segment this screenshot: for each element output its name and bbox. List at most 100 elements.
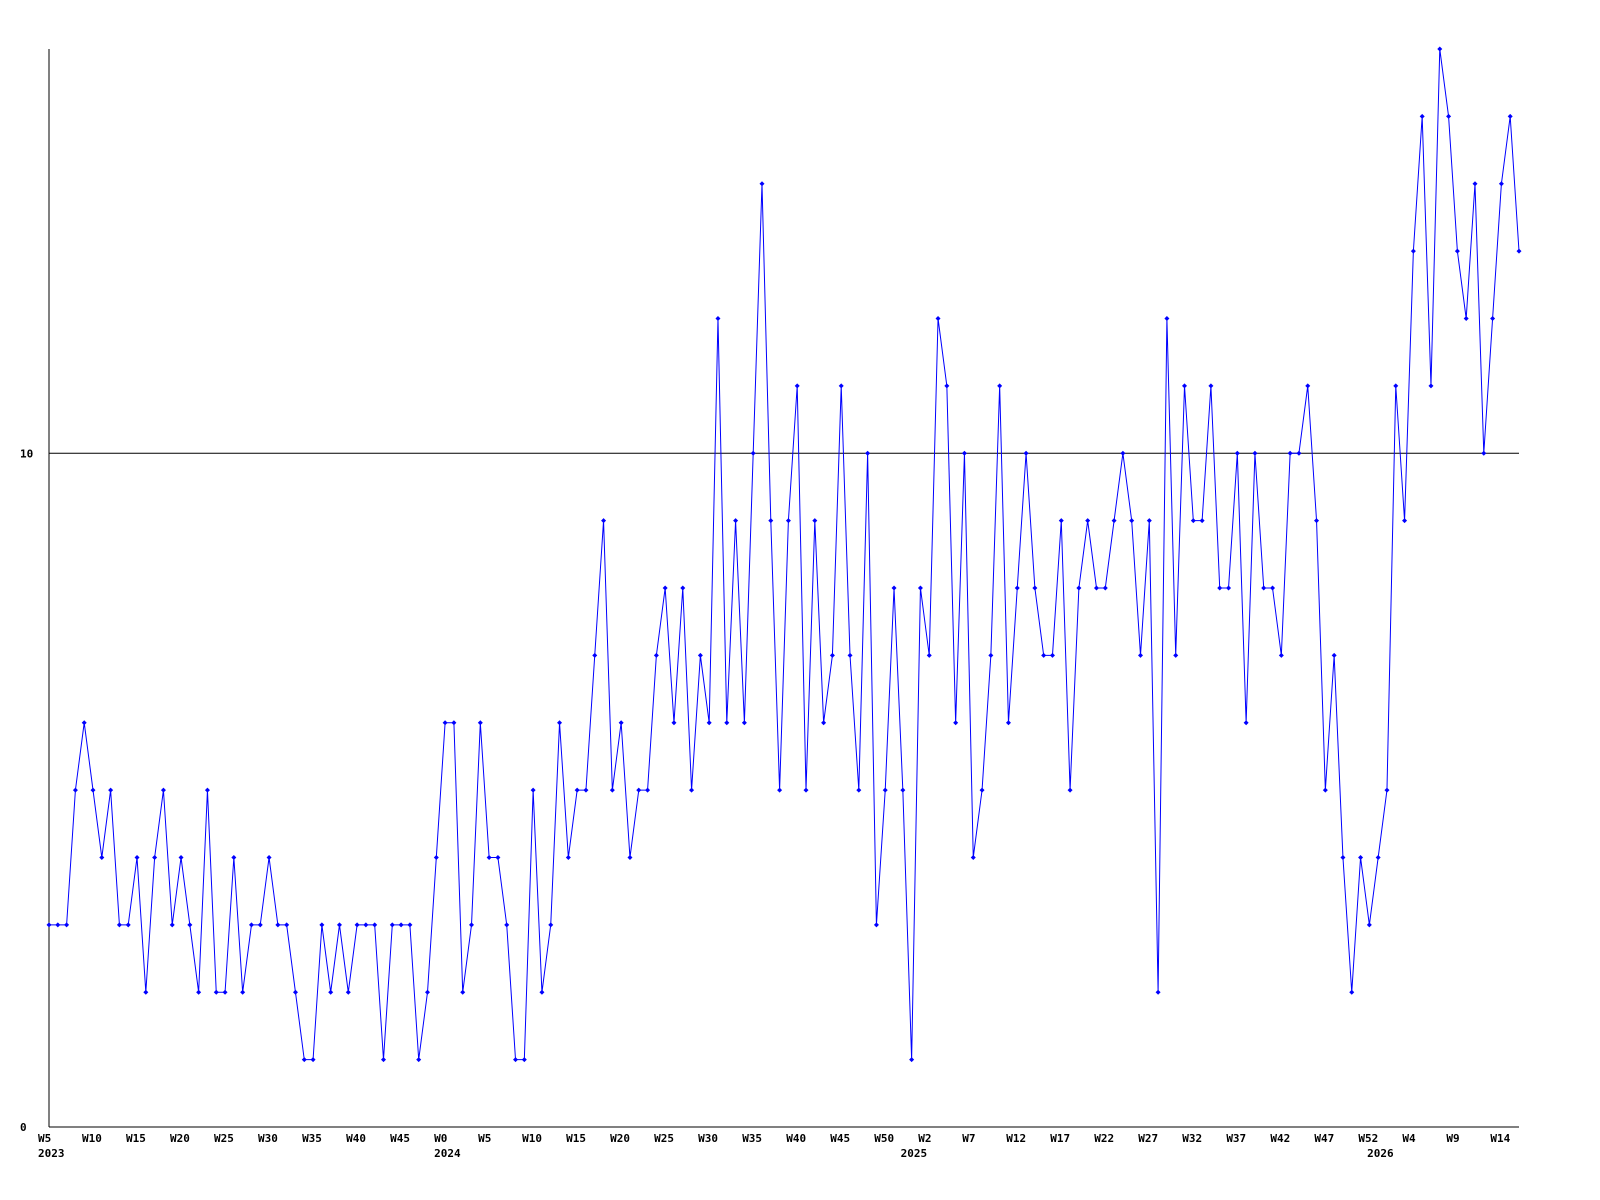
data-point <box>81 720 87 726</box>
data-point <box>1120 450 1126 456</box>
data-point <box>1076 585 1082 591</box>
data-point <box>838 383 844 389</box>
data-point <box>1182 383 1188 389</box>
data-point <box>231 855 237 860</box>
data-point <box>794 383 800 389</box>
data-point <box>460 989 466 995</box>
data-point <box>873 922 879 928</box>
data-point <box>1446 113 1452 119</box>
data-point <box>601 518 607 524</box>
data-point <box>248 922 254 928</box>
data-point <box>1437 46 1443 52</box>
data-point <box>1481 450 1487 456</box>
data-point <box>240 989 246 995</box>
data-point <box>442 720 448 726</box>
data-point <box>310 1057 316 1063</box>
data-point <box>865 450 871 456</box>
x-tick-label: W4 <box>1402 1132 1416 1145</box>
data-point <box>891 585 897 591</box>
data-point <box>1217 585 1223 591</box>
x-year-label: 2026 <box>1367 1147 1394 1160</box>
data-point <box>1305 383 1311 389</box>
data-point <box>46 922 52 928</box>
data-point <box>1032 585 1038 591</box>
data-point <box>697 652 703 658</box>
data-point <box>618 720 624 726</box>
data-line <box>49 48 1520 1061</box>
data-point <box>257 922 263 928</box>
data-point <box>451 720 457 726</box>
data-point <box>909 1057 915 1063</box>
data-point <box>222 989 228 995</box>
data-point <box>785 518 791 524</box>
x-tick-label: W15 <box>566 1132 586 1145</box>
data-point <box>1111 518 1117 524</box>
data-point <box>213 989 219 995</box>
x-tick-label: W5 <box>478 1132 491 1145</box>
data-point <box>1085 518 1091 524</box>
data-point <box>1296 450 1302 456</box>
x-tick-label: W35 <box>302 1132 322 1145</box>
data-point <box>134 855 140 860</box>
x-tick-label: W50 <box>874 1132 894 1145</box>
x-tick-label: W37 <box>1226 1132 1246 1145</box>
data-point <box>1384 787 1390 793</box>
data-point <box>284 922 290 928</box>
data-point <box>125 922 131 928</box>
data-point <box>90 787 96 793</box>
data-point <box>1137 652 1143 658</box>
data-point <box>292 989 298 995</box>
data-point <box>539 989 545 995</box>
data-point <box>513 1057 519 1063</box>
data-point <box>988 652 994 658</box>
data-point <box>1243 720 1249 726</box>
data-point <box>1014 585 1020 591</box>
x-tick-label: W12 <box>1006 1132 1026 1145</box>
x-tick-label: W45 <box>390 1132 410 1145</box>
data-point <box>169 922 175 928</box>
data-point <box>1041 652 1047 658</box>
data-point <box>1164 316 1170 321</box>
data-point <box>187 922 193 928</box>
data-point <box>741 720 747 726</box>
data-point <box>504 922 510 928</box>
x-tick-label: W40 <box>786 1132 806 1145</box>
data-point <box>1410 248 1416 254</box>
data-point <box>1208 383 1214 389</box>
y-tick-label: 0 <box>20 1121 27 1134</box>
data-point <box>1419 113 1425 119</box>
data-point <box>1226 585 1232 591</box>
data-point <box>372 922 378 928</box>
data-point <box>486 855 492 860</box>
data-point <box>1393 383 1399 389</box>
data-point <box>1261 585 1267 591</box>
data-point <box>724 720 730 726</box>
data-point <box>777 787 783 793</box>
x-tick-label: W30 <box>698 1132 718 1145</box>
data-point <box>689 787 695 793</box>
data-point <box>1472 181 1478 187</box>
data-point <box>416 1057 422 1063</box>
data-point <box>565 855 571 860</box>
data-point <box>433 855 439 860</box>
data-point <box>1490 316 1496 321</box>
data-point <box>1349 989 1355 995</box>
data-point <box>592 652 598 658</box>
data-point <box>953 720 959 726</box>
x-tick-label: W17 <box>1050 1132 1070 1145</box>
data-point <box>1358 855 1364 860</box>
data-point <box>1199 518 1205 524</box>
data-point <box>609 787 615 793</box>
data-point <box>1287 450 1293 456</box>
data-point <box>116 922 122 928</box>
x-year-label: 2024 <box>434 1147 461 1160</box>
x-tick-label: W25 <box>214 1132 234 1145</box>
data-point <box>99 855 105 860</box>
x-tick-label: W47 <box>1314 1132 1334 1145</box>
data-point <box>1270 585 1276 591</box>
data-point <box>380 1057 386 1063</box>
x-tick-label: W52 <box>1358 1132 1378 1145</box>
data-point <box>1067 787 1073 793</box>
x-tick-label: W30 <box>258 1132 278 1145</box>
